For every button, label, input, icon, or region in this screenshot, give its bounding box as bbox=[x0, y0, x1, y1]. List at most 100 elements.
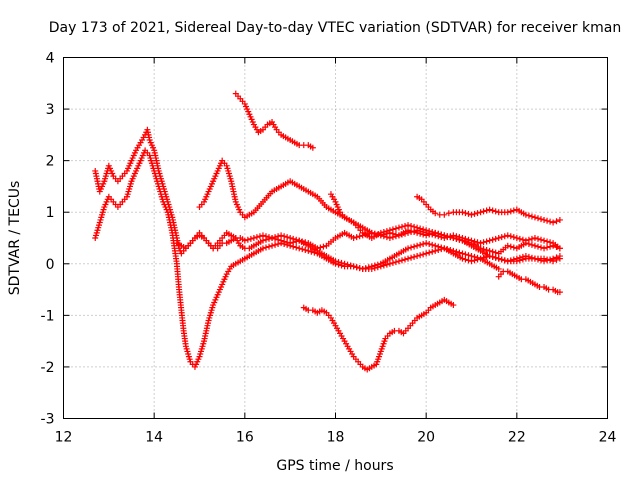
data-point bbox=[392, 225, 399, 232]
x-tick-label: 24 bbox=[599, 430, 617, 446]
data-point bbox=[441, 211, 448, 218]
x-tick-label: 20 bbox=[417, 430, 435, 446]
x-tick-label: 12 bbox=[55, 430, 73, 446]
data-point bbox=[395, 224, 402, 231]
data-point bbox=[350, 235, 357, 241]
series-track-h bbox=[414, 193, 563, 226]
data-point bbox=[389, 234, 396, 241]
data-point bbox=[380, 228, 387, 235]
chart-title: Day 173 of 2021, Sidereal Day-to-day VTE… bbox=[49, 20, 621, 36]
y-tick-label: 2 bbox=[46, 154, 55, 170]
data-point bbox=[293, 244, 300, 251]
data-point bbox=[474, 254, 481, 261]
data-point bbox=[402, 256, 409, 263]
data-point bbox=[347, 262, 354, 269]
data-point bbox=[405, 222, 412, 229]
data-point bbox=[462, 256, 469, 263]
data-point bbox=[492, 249, 499, 256]
data-point bbox=[432, 229, 439, 236]
data-point bbox=[462, 251, 469, 258]
y-tick-label: -3 bbox=[41, 412, 55, 428]
data-point bbox=[359, 265, 366, 272]
data-point bbox=[429, 248, 436, 255]
series-track-c bbox=[173, 229, 502, 272]
data-point bbox=[417, 252, 424, 259]
data-point bbox=[480, 246, 487, 253]
data-point bbox=[365, 264, 372, 271]
data-point bbox=[538, 244, 545, 251]
data-point bbox=[445, 210, 452, 217]
data-point bbox=[308, 248, 315, 255]
data-point bbox=[513, 235, 520, 241]
data-point bbox=[468, 211, 475, 218]
x-tick-labels: 12 14 16 18 20 22 24 bbox=[55, 430, 617, 446]
data-point bbox=[408, 244, 415, 251]
data-point bbox=[368, 263, 375, 270]
data-point bbox=[426, 241, 433, 248]
data-point bbox=[483, 207, 490, 214]
data-point bbox=[256, 233, 263, 240]
data-point bbox=[495, 265, 502, 272]
data-point bbox=[522, 211, 529, 218]
y-tick-label: 0 bbox=[46, 257, 55, 273]
data-point bbox=[462, 235, 469, 242]
data-point bbox=[450, 302, 457, 309]
data-point bbox=[447, 247, 454, 254]
data-point bbox=[531, 235, 538, 241]
data-point bbox=[353, 264, 360, 271]
data-point bbox=[299, 246, 306, 253]
data-point bbox=[287, 242, 294, 249]
data-point bbox=[398, 257, 405, 264]
data-point bbox=[462, 210, 469, 217]
data-point bbox=[480, 239, 487, 246]
data-point bbox=[453, 248, 460, 255]
data-point bbox=[395, 232, 402, 239]
data-point bbox=[495, 255, 502, 262]
data-point bbox=[486, 253, 493, 260]
data-point bbox=[544, 217, 551, 224]
data-point bbox=[293, 236, 300, 243]
data-point bbox=[411, 223, 418, 230]
data-point bbox=[290, 235, 297, 242]
data-point bbox=[417, 241, 424, 248]
data-point bbox=[556, 289, 563, 296]
data-point bbox=[411, 253, 418, 260]
data-point bbox=[320, 243, 327, 250]
series-track-b bbox=[92, 147, 563, 370]
data-point bbox=[281, 233, 288, 240]
data-point bbox=[386, 235, 393, 241]
data-point bbox=[374, 261, 381, 268]
data-point bbox=[450, 235, 457, 241]
data-point bbox=[504, 209, 511, 216]
data-point bbox=[241, 237, 248, 244]
data-point bbox=[408, 228, 415, 235]
data-point bbox=[483, 247, 490, 254]
data-point bbox=[356, 265, 363, 272]
data-point bbox=[489, 253, 496, 260]
data-point bbox=[486, 247, 493, 254]
data-point bbox=[432, 242, 439, 249]
data-point bbox=[547, 239, 554, 246]
data-point bbox=[459, 209, 466, 216]
data-point bbox=[468, 237, 475, 244]
data-point bbox=[498, 234, 505, 241]
data-point bbox=[501, 257, 508, 264]
data-point bbox=[480, 208, 487, 215]
data-point bbox=[420, 251, 427, 258]
data-point bbox=[423, 240, 430, 247]
data-point bbox=[281, 241, 288, 248]
data-point bbox=[556, 245, 563, 252]
data-point bbox=[541, 255, 548, 262]
y-tick-label: -2 bbox=[41, 360, 55, 376]
data-point bbox=[544, 256, 551, 263]
data-point bbox=[377, 229, 384, 236]
data-point bbox=[441, 232, 448, 239]
data-point bbox=[528, 213, 535, 220]
data-point bbox=[253, 234, 260, 241]
data-point bbox=[423, 250, 430, 257]
y-tick-label: -1 bbox=[41, 308, 55, 324]
data-point bbox=[420, 226, 427, 233]
y-tick-label: 4 bbox=[46, 51, 55, 67]
data-point bbox=[541, 216, 548, 223]
